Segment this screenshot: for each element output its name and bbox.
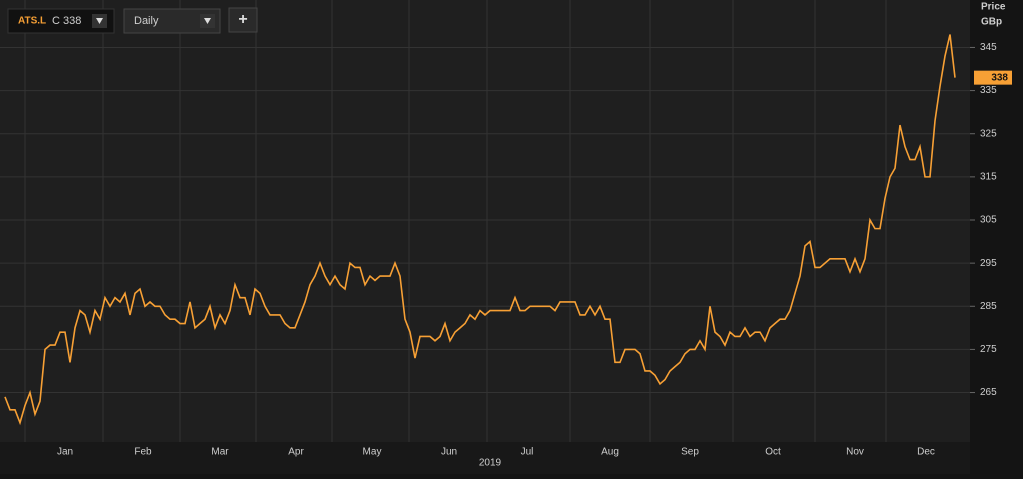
x-tick-label: Apr [288, 447, 304, 458]
y-tick-label: 325 [980, 128, 997, 139]
quote: C 338 [52, 15, 81, 27]
last-price-label: 338 [991, 72, 1008, 83]
y-tick-label: 275 [980, 344, 997, 355]
x-tick-label: Oct [765, 447, 781, 458]
add-icon: + [238, 11, 247, 28]
year-label: 2019 [479, 458, 502, 469]
x-tick-label: Jan [57, 447, 73, 458]
y-tick-label: 335 [980, 85, 997, 96]
y-tick-label: 315 [980, 172, 997, 183]
x-tick-label: May [363, 447, 382, 458]
x-tick-label: Nov [846, 447, 864, 458]
price-line [4, 34, 956, 426]
y-axis-unit: GBp [981, 17, 1002, 28]
y-axis-title: Price [981, 2, 1006, 13]
last-price-box [974, 70, 1012, 85]
plot-area [0, 0, 970, 442]
x-tick-label: Sep [681, 447, 699, 458]
y-tick-label: 285 [980, 301, 997, 312]
series [4, 34, 956, 426]
grid [0, 0, 970, 442]
x-tick-label: Dec [917, 447, 935, 458]
y-tick-label: 295 [980, 258, 997, 269]
x-tick-label: Jul [521, 447, 534, 458]
x-tick-label: Mar [211, 447, 229, 458]
toolbar: ATS.L C 338 Daily + [7, 7, 258, 34]
x-tick-label: Aug [601, 447, 619, 458]
x-tick-label: Feb [134, 447, 152, 458]
y-tick-label: 345 [980, 42, 997, 53]
x-axis-band [0, 442, 970, 474]
symbol: ATS.L [18, 16, 46, 27]
y-tick-label: 265 [980, 387, 997, 398]
arrow-icon [96, 18, 103, 24]
interval: Daily [134, 15, 159, 27]
arrow-icon [204, 18, 211, 24]
x-tick-label: Jun [441, 447, 457, 458]
y-tick-label: 305 [980, 215, 997, 226]
add-button[interactable] [228, 7, 258, 33]
